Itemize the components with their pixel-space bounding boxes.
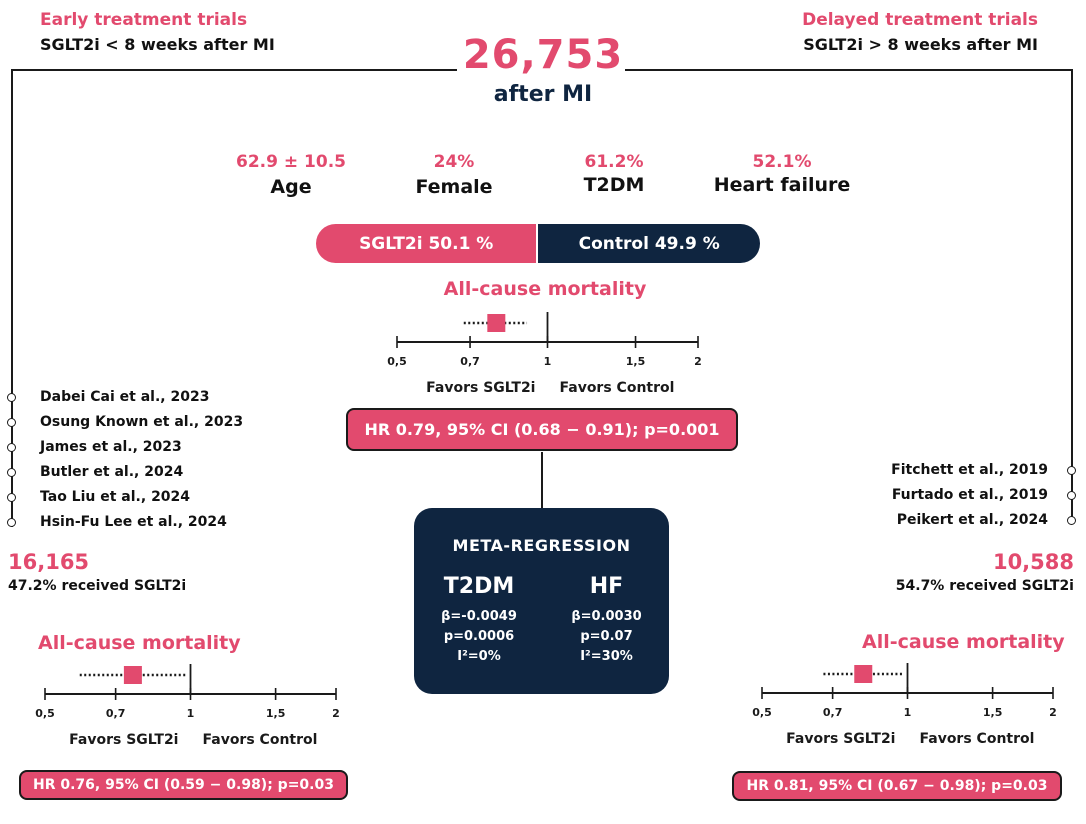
early-study: Dabei Cai et al., 2023 — [40, 389, 210, 405]
early-subtitle: SGLT2i < 8 weeks after MI — [40, 35, 275, 54]
stat-label-age: Age — [270, 176, 312, 198]
total-label: after MI — [493, 82, 593, 107]
stat-value-female: 24% — [433, 152, 475, 172]
stat-value-t2dm: 61.2% — [584, 152, 644, 172]
tick-label: 0,5 — [35, 707, 55, 720]
early-study: James et al., 2023 — [40, 439, 182, 455]
favors-right-label: Favors Control — [920, 731, 1035, 747]
delayed-study: Peikert et al., 2024 — [896, 512, 1048, 528]
top-right-connector — [625, 69, 1073, 71]
center-connector — [541, 452, 543, 510]
early-outcome-title: All-cause mortality — [38, 632, 241, 654]
favors-right-label: Favors Control — [203, 732, 318, 748]
hr-estimate — [123, 666, 142, 684]
delayed-subtitle: SGLT2i > 8 weeks after MI — [803, 35, 1038, 54]
meta-col-name: HF — [589, 574, 624, 599]
delayed-study: Furtado et al., 2019 — [891, 487, 1048, 503]
tick-label: 1 — [544, 355, 552, 368]
meta-p: p=0.07 — [580, 629, 633, 644]
early-received: 47.2% received SGLT2i — [8, 578, 187, 594]
hr-estimate — [854, 665, 873, 683]
delayed-total: 10,588 — [992, 550, 1074, 574]
center-outcome-title: All-cause mortality — [443, 278, 647, 300]
tick-label: 0,5 — [387, 355, 407, 368]
sglt2i-share: SGLT2i 50.1 % — [316, 224, 539, 263]
control-share: Control 49.9 % — [538, 224, 760, 263]
tick-label: 1,5 — [983, 706, 1003, 719]
timeline-dot — [7, 518, 16, 527]
meta-i2: I²=0% — [457, 649, 501, 664]
allocation-bar: SGLT2i 50.1 % Control 49.9 % — [316, 224, 760, 263]
timeline-dot — [7, 393, 16, 402]
stat-label-female: Female — [415, 176, 493, 198]
delayed-title: Delayed treatment trials — [802, 10, 1038, 30]
tick-label: 0,7 — [460, 355, 480, 368]
stat-label-hf: Heart failure — [713, 174, 851, 196]
tick-label: 2 — [1049, 706, 1057, 719]
timeline-dot — [7, 418, 16, 427]
tick-label: 1 — [187, 707, 195, 720]
early-study: Butler et al., 2024 — [40, 464, 184, 480]
stat-value-hf: 52.1% — [752, 152, 812, 172]
tick-label: 2 — [332, 707, 340, 720]
tick-label: 1 — [904, 706, 912, 719]
meta-i2: I²=30% — [580, 649, 633, 664]
early-title: Early treatment trials — [40, 10, 248, 30]
timeline-dot — [1067, 466, 1076, 475]
meta-col-name: T2DM — [443, 574, 515, 599]
favors-left-label: Favors SGLT2i — [786, 731, 895, 747]
delayed-outcome-title: All-cause mortality — [862, 631, 1065, 653]
early-hr-result: HR 0.76, 95% CI (0.59 − 0.98); p=0.03 — [19, 770, 348, 800]
early-study: Hsin-Fu Lee et al., 2024 — [40, 514, 227, 530]
early-study: Osung Known et al., 2023 — [40, 414, 244, 430]
tick-label: 2 — [694, 355, 702, 368]
favors-right-label: Favors Control — [560, 380, 675, 396]
total-count: 26,753 — [462, 32, 624, 78]
tick-label: 0,7 — [823, 706, 843, 719]
meta-beta: β=0.0030 — [571, 609, 642, 624]
delayed-study: Fitchett et al., 2019 — [891, 462, 1048, 478]
delayed-forest-plot: 0,5 0,7 1 1,5 2 Favors SGLT2i Favors Control — [752, 663, 1057, 747]
early-total: 16,165 — [8, 550, 90, 574]
delayed-hr-result: HR 0.81, 95% CI (0.67 − 0.98); p=0.03 — [732, 771, 1062, 801]
stat-label-t2dm: T2DM — [583, 174, 645, 196]
center-forest-plot: 0,5 0,7 1 1,5 2 Favors SGLT2i Favors Control — [387, 312, 702, 396]
right-vertical-connector — [1071, 69, 1073, 524]
center-hr-result: HR 0.79, 95% CI (0.68 − 0.91); p=0.001 — [346, 408, 738, 451]
timeline-dot — [1067, 491, 1076, 500]
top-left-connector — [11, 69, 457, 71]
timeline-dot — [7, 493, 16, 502]
tick-label: 0,7 — [106, 707, 126, 720]
meta-regression-box: META-REGRESSION T2DM β=-0.0049 p=0.0006 … — [414, 508, 669, 694]
tick-label: 1,5 — [266, 707, 286, 720]
favors-left-label: Favors SGLT2i — [69, 732, 178, 748]
timeline-dot — [1067, 516, 1076, 525]
early-forest-plot: 0,5 0,7 1 1,5 2 Favors SGLT2i Favors Control — [35, 664, 340, 748]
meta-p: p=0.0006 — [443, 629, 515, 644]
stat-value-age: 62.9 ± 10.5 — [236, 152, 346, 172]
tick-label: 0,5 — [752, 706, 772, 719]
tick-label: 1,5 — [626, 355, 646, 368]
hr-estimate — [487, 314, 506, 332]
meta-beta: β=-0.0049 — [441, 609, 517, 624]
timeline-dot — [7, 468, 16, 477]
left-vertical-connector — [11, 69, 13, 527]
meta-title: META-REGRESSION — [452, 536, 631, 555]
delayed-received: 54.7% received SGLT2i — [895, 578, 1074, 594]
timeline-dot — [7, 443, 16, 452]
early-study: Tao Liu et al., 2024 — [40, 489, 191, 505]
favors-left-label: Favors SGLT2i — [426, 380, 535, 396]
